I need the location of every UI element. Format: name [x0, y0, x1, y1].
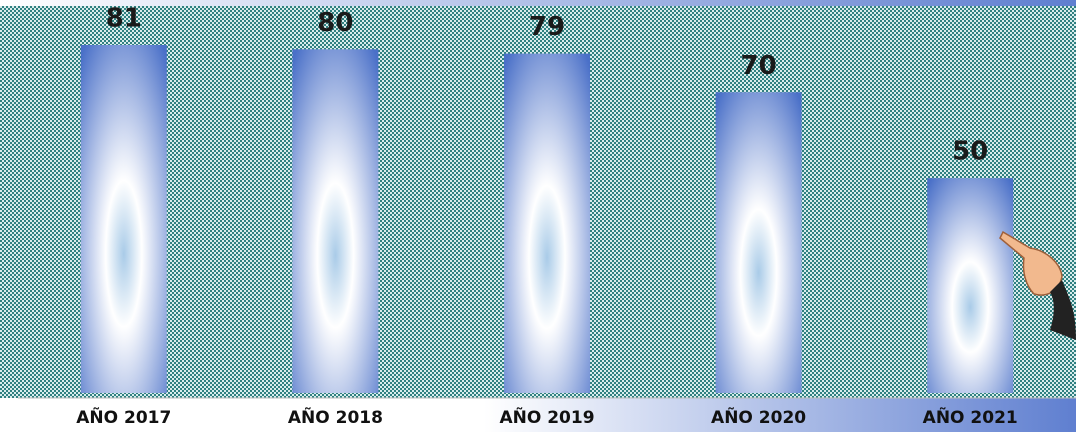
- value-label: 80: [317, 8, 353, 38]
- bar: [504, 53, 590, 394]
- bar: [80, 45, 167, 393]
- value-label: 81: [106, 4, 142, 34]
- bar: [715, 92, 802, 393]
- top-band: [0, 0, 1076, 8]
- sleeve: [1050, 280, 1076, 340]
- x-tick-label: AÑO 2020: [711, 405, 806, 428]
- x-tick-label: AÑO 2017: [76, 405, 171, 428]
- bar: [927, 178, 1014, 393]
- x-tick-label: AÑO 2021: [923, 405, 1018, 428]
- value-label: 70: [741, 51, 777, 81]
- category-band: [0, 398, 1076, 432]
- x-tick-label: AÑO 2018: [288, 405, 383, 428]
- x-tick-label: AÑO 2019: [499, 405, 594, 428]
- value-label: 79: [529, 12, 565, 42]
- bar: [292, 49, 379, 393]
- bars: 81 80 79 70 50: [80, 4, 1014, 394]
- value-label: 50: [952, 137, 988, 167]
- pointing-hand: [999, 230, 1076, 340]
